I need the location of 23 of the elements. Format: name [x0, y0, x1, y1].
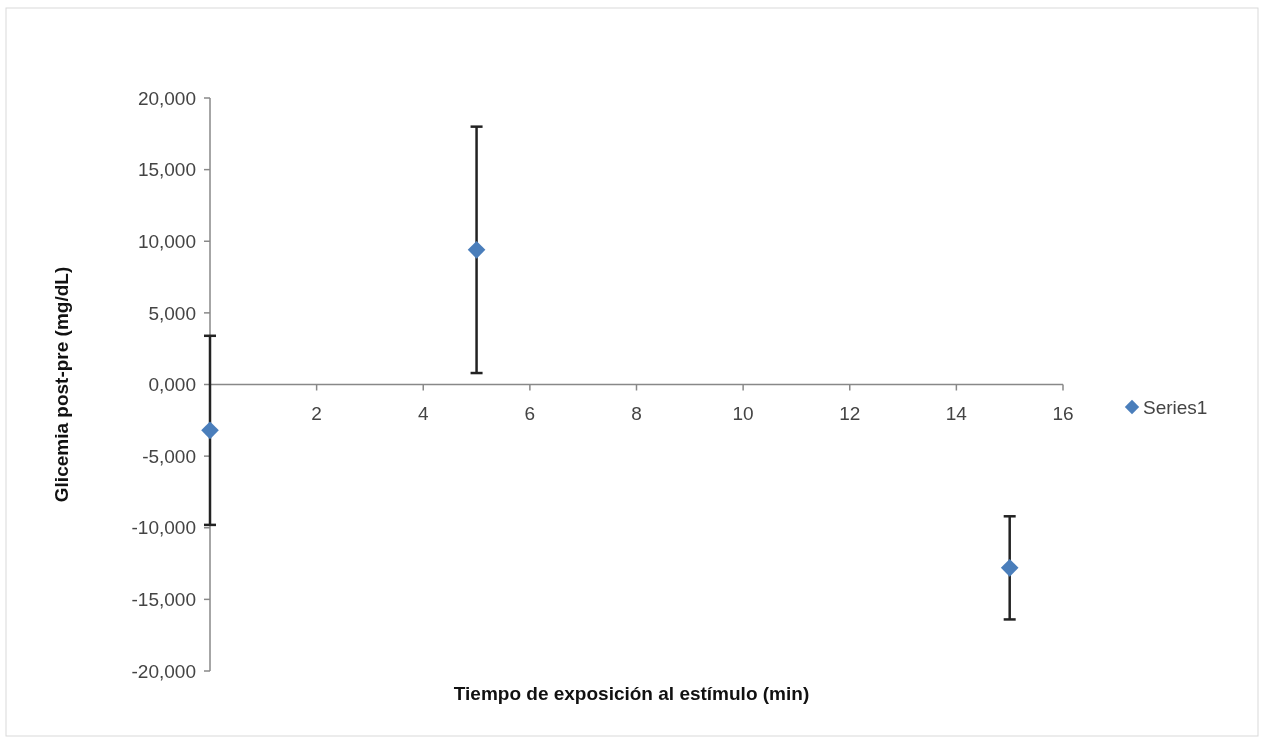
y-tick-label: 0,000: [148, 374, 196, 396]
x-tick-label: 14: [945, 402, 968, 424]
x-tick-label: 8: [631, 402, 642, 424]
legend-label: Series1: [1143, 396, 1208, 418]
x-tick-label: 2: [311, 402, 322, 424]
y-tick-label: -20,000: [131, 660, 196, 682]
point: [201, 421, 219, 440]
y-tick-label: 15,000: [137, 159, 196, 181]
point: [1000, 559, 1019, 577]
y-axis-title: Glicemia post-pre (mg/dL): [51, 266, 72, 503]
x-tick-label: 4: [417, 402, 429, 424]
y-tick-label: -15,000: [131, 589, 196, 611]
x-tick-label: 12: [839, 402, 861, 424]
point: [467, 241, 486, 259]
x-tick-label: 6: [524, 402, 536, 424]
y-tick-label: -5,000: [142, 445, 196, 467]
y-tick-label: 20,000: [137, 87, 196, 109]
y-tick-label: 5,000: [148, 302, 196, 324]
x-axis-title: Tiempo de exposición al estímulo (min): [453, 683, 810, 704]
y-tick-label: 10,000: [137, 230, 196, 252]
x-tick-label: 10: [732, 402, 754, 424]
x-tick-label: 16: [1052, 402, 1074, 424]
y-tick-label: -10,000: [131, 517, 196, 539]
